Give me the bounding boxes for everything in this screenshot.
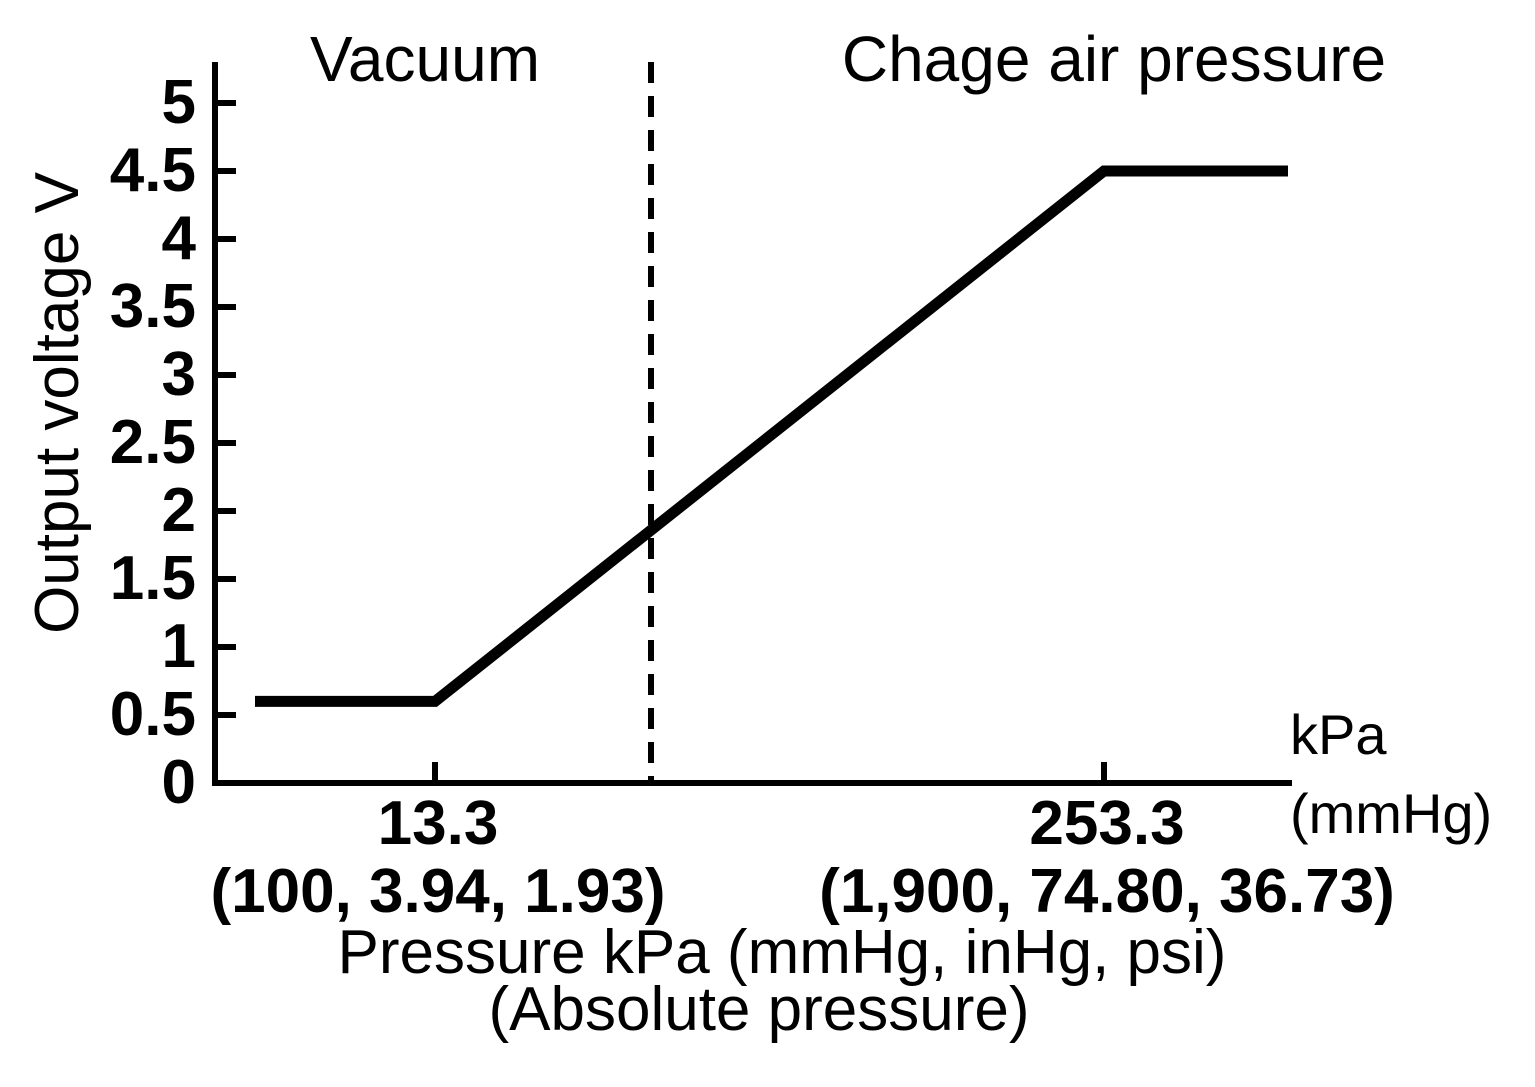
y-tick-label-0.5: 0.5	[109, 680, 196, 749]
y-axis-title: Output voltage V	[23, 172, 92, 634]
x-tick-label-253.3: 253.3	[1029, 789, 1185, 858]
x-axis-unit-kpa: kPa	[1290, 703, 1387, 766]
y-tick-label-0: 0	[161, 748, 196, 817]
region-label-charge-air-pressure: Chage air pressure	[841, 23, 1387, 95]
x-axis-title-line1: Pressure kPa (mmHg, inHg, psi)	[337, 918, 1227, 987]
x-tick-label-13.3: 13.3	[377, 789, 499, 858]
x-tick-alt-units-13.3: (100, 3.94, 1.93)	[210, 857, 666, 926]
y-tick-label-4: 4	[161, 204, 196, 273]
y-tick-label-3: 3	[161, 340, 196, 409]
y-tick-label-2: 2	[161, 476, 196, 545]
region-label-vacuum: Vacuum	[309, 23, 541, 95]
y-tick-label-2.5: 2.5	[109, 408, 196, 477]
y-tick-label-5: 5	[161, 68, 196, 137]
y-tick-label-1: 1	[161, 612, 196, 681]
output-voltage-curve	[255, 165, 1288, 707]
y-tick-label-4.5: 4.5	[109, 136, 196, 205]
x-axis-title-line2: (Absolute pressure)	[488, 975, 1030, 1044]
x-axis-unit-mmhg: (mmHg)	[1290, 782, 1493, 845]
y-tick-label-3.5: 3.5	[109, 272, 196, 341]
y-tick-label-1.5: 1.5	[109, 544, 196, 613]
x-tick-alt-units-253.3: (1,900, 74.80, 36.73)	[819, 857, 1395, 926]
